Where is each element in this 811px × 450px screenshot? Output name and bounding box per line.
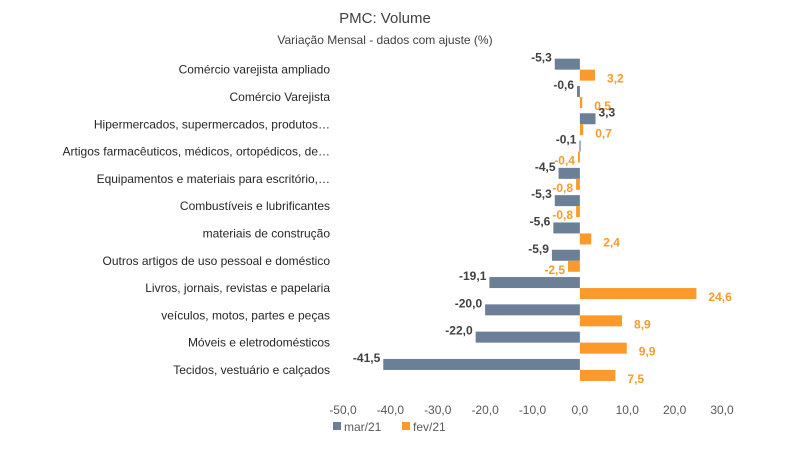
bar-mar21: [485, 304, 580, 316]
bar-mar21: [558, 167, 580, 179]
category-label: Artigos farmacêuticos, médicos, ortopédi…: [63, 145, 330, 159]
data-label-fev21: 8,9: [634, 317, 651, 331]
data-label-fev21: 0,7: [595, 126, 612, 140]
x-tick-label: 10,0: [616, 403, 640, 417]
data-label-mar21: -5,3: [531, 187, 552, 201]
bar-fev21: [576, 206, 580, 218]
data-labels: -5,33,2-0,60,53,30,7-0,1-0,4-4,5-0,8-5,3…: [353, 51, 732, 386]
data-label-fev21: 24,6: [708, 290, 732, 304]
data-label-fev21: -0,8: [552, 181, 573, 195]
category-label: Hipermercados, supermercados, produtos…: [94, 117, 330, 131]
bar-fev21: [579, 288, 697, 300]
chart-title: PMC: Volume: [339, 10, 431, 27]
data-label-fev21: 2,4: [603, 235, 620, 249]
data-label-mar21: -0,1: [556, 133, 577, 147]
bar-mar21: [554, 195, 580, 207]
legend-item-mar21: mar/21: [333, 420, 382, 434]
bar-mar21: [551, 249, 580, 261]
bar-mar21: [579, 140, 581, 152]
data-label-mar21: -5,6: [530, 214, 551, 228]
bar-mar21: [553, 222, 580, 234]
bar-fev21: [576, 178, 580, 190]
bar-fev21: [579, 315, 623, 327]
legend-swatch-fev21: [402, 422, 410, 430]
bar-mar21: [383, 358, 580, 370]
bar-fev21: [579, 124, 584, 136]
bar-mar21: [554, 58, 580, 70]
category-label: Combustíveis e lubrificantes: [180, 199, 330, 213]
bar-mar21: [579, 113, 596, 125]
category-labels: Comércio varejista ampliado Comércio Vare…: [63, 63, 331, 377]
data-label-fev21: 7,5: [627, 372, 644, 386]
data-label-fev21: 3,2: [607, 72, 624, 86]
x-tick-label: -40,0: [377, 403, 405, 417]
data-label-mar21: -22,0: [445, 324, 473, 338]
data-label-mar21: -0,6: [553, 78, 574, 92]
x-tick-label: -20,0: [471, 403, 499, 417]
category-label: Móveis e eletrodomésticos: [188, 336, 330, 350]
data-label-mar21: -5,3: [531, 51, 552, 65]
category-label: Comércio varejista ampliado: [179, 63, 331, 77]
data-label-fev21: -0,4: [554, 154, 575, 168]
legend-swatch-mar21: [333, 422, 341, 430]
x-tick-label: 20,0: [663, 403, 687, 417]
bar-mar21: [475, 331, 580, 343]
x-tick-label: -30,0: [424, 403, 452, 417]
data-label-fev21: 0,5: [594, 99, 611, 113]
x-tick-label: -50,0: [329, 403, 357, 417]
category-label: Equipamentos e materiais para escritório…: [97, 172, 330, 186]
data-label-fev21: -2,5: [544, 263, 565, 277]
category-label: Livros, jornais, revistas e papelaria: [145, 281, 330, 295]
legend-label: mar/21: [344, 420, 382, 434]
data-label-mar21: -41,5: [353, 351, 381, 365]
data-label-fev21: 9,9: [639, 345, 656, 359]
bar-mar21: [577, 85, 580, 97]
bar-fev21: [568, 260, 580, 272]
x-tick-label: 30,0: [710, 403, 734, 417]
category-label: Outros artigos de uso pessoal e doméstic…: [103, 254, 331, 268]
data-label-mar21: -4,5: [535, 160, 556, 174]
bar-fev21: [579, 369, 616, 381]
bar-fev21: [579, 96, 583, 108]
x-tick-label: -10,0: [519, 403, 547, 417]
x-tick-label: 0,0: [572, 403, 589, 417]
legend: mar/21 fev/21: [333, 420, 446, 434]
data-label-mar21: -5,9: [528, 242, 549, 256]
legend-label: fev/21: [413, 420, 446, 434]
chart-subtitle: Variação Mensal - dados com ajuste (%): [277, 33, 492, 47]
bar-fev21: [577, 151, 580, 163]
bar-fev21: [579, 342, 627, 354]
x-axis: -50,0 -40,0 -30,0 -20,0 -10,0 0,0 10,0 20,0 30,0: [329, 403, 734, 417]
category-label: Tecidos, vestuário e calçados: [173, 363, 330, 377]
category-label: Comércio Varejista: [230, 90, 331, 104]
bar-mar21: [489, 277, 580, 289]
bars: [383, 58, 697, 381]
data-label-mar21: -20,0: [455, 296, 483, 310]
data-label-fev21: -0,8: [552, 208, 573, 222]
legend-item-fev21: fev/21: [402, 420, 446, 434]
bar-fev21: [579, 69, 596, 81]
bar-fev21: [579, 233, 592, 245]
data-label-mar21: -19,1: [459, 269, 487, 283]
data-label-mar21: 3,3: [599, 105, 616, 119]
category-label: materiais de construção: [203, 226, 331, 240]
category-label: veículos, motos, partes e peças: [161, 308, 330, 322]
